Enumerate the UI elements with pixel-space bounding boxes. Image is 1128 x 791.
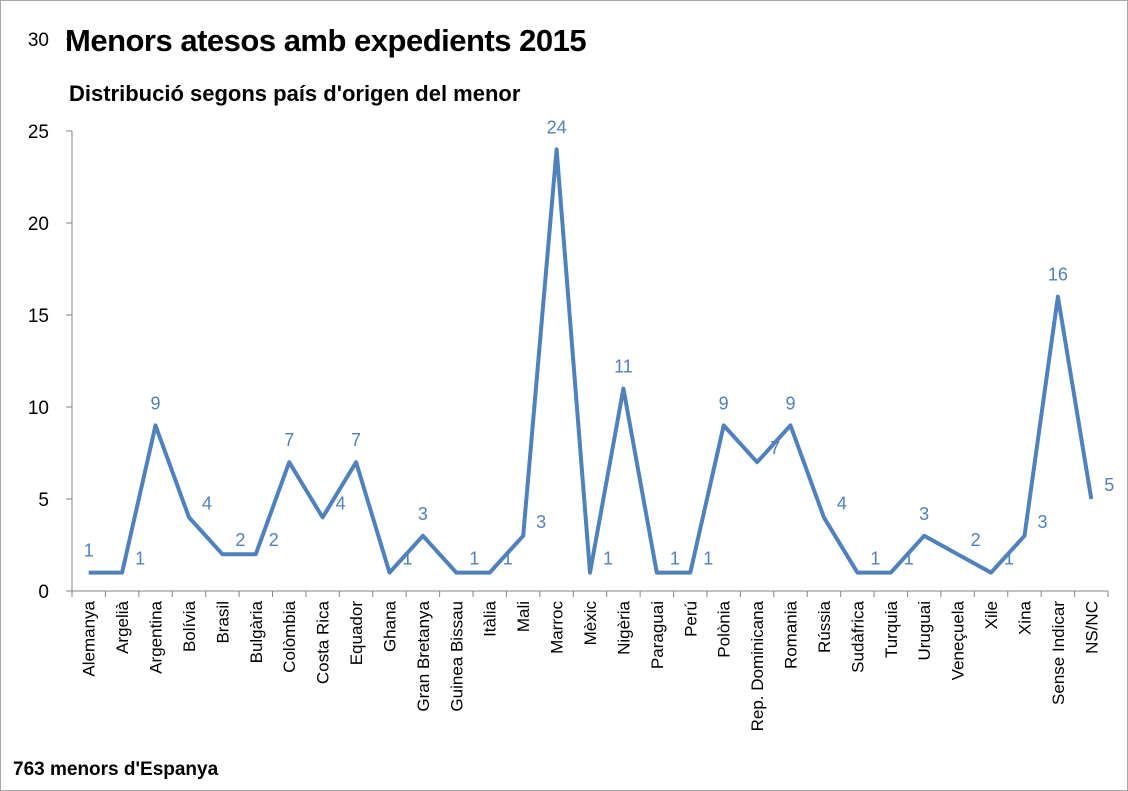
- data-label: 1: [135, 549, 145, 569]
- x-tick-label: Polònia: [715, 600, 734, 657]
- x-tick-label: Rep. Dominicana: [748, 600, 767, 731]
- y-tick-label: 0: [38, 582, 49, 603]
- data-label: 4: [202, 493, 212, 513]
- data-label: 11: [614, 357, 633, 377]
- data-label: 4: [837, 493, 847, 513]
- chart-subtitle: Distribució segons país d'origen del men…: [69, 81, 521, 106]
- x-tick-label: Marroc: [548, 601, 567, 654]
- data-label: 2: [235, 530, 245, 550]
- x-tick-label: Sense Indicar: [1049, 601, 1068, 705]
- data-label: 7: [770, 438, 780, 458]
- data-label: 7: [284, 430, 294, 450]
- x-tick-label: Xina: [1015, 600, 1034, 635]
- x-tick-label: Mèxic: [581, 601, 600, 646]
- data-label: 3: [418, 504, 428, 524]
- y-axis-ticks: 0 5 10 15 20 25 30: [28, 30, 72, 603]
- data-label: 1: [904, 549, 914, 569]
- x-tick-label: NS/NC: [1082, 601, 1101, 654]
- data-label: 1: [402, 549, 412, 569]
- x-tick-label: Argelià: [113, 600, 132, 653]
- data-label: 1: [469, 549, 479, 569]
- x-tick-label: Argentina: [147, 600, 166, 673]
- x-tick-label: Colòmbia: [280, 600, 299, 672]
- x-tick-label: Paraguai: [648, 601, 667, 669]
- x-tick-label: Brasil: [213, 601, 232, 644]
- data-label: 9: [151, 393, 161, 413]
- data-label: 9: [719, 393, 729, 413]
- x-tick-label: Perú: [681, 601, 700, 637]
- data-label: 1: [703, 549, 713, 569]
- x-tick-label: Ghana: [380, 600, 399, 652]
- data-label: 2: [269, 530, 279, 550]
- x-tick-label: Bulgària: [247, 600, 266, 663]
- x-axis-ticks: Alemanya Argelià Argentina Bolívia Brasil Bul…: [71, 591, 1109, 731]
- x-tick-label: Equador: [347, 601, 366, 666]
- x-tick-label: Sudàfrica: [848, 600, 867, 672]
- y-tick-label: 5: [38, 490, 49, 511]
- data-label: 4: [336, 493, 346, 513]
- data-label: 16: [1048, 265, 1068, 285]
- x-tick-label: Alemanya: [80, 600, 99, 676]
- x-tick-label: Itàlia: [481, 600, 500, 636]
- x-tick-label: Nigèria: [614, 600, 633, 654]
- x-tick-label: Xile: [982, 601, 1001, 629]
- data-label: 3: [1037, 512, 1047, 532]
- data-label: 24: [547, 117, 567, 137]
- chart-title: Menors atesos amb expedients 2015: [65, 23, 587, 58]
- y-tick-label: 20: [28, 214, 49, 235]
- data-label: 3: [919, 504, 929, 524]
- data-label: 7: [351, 430, 361, 450]
- data-label: 1: [870, 549, 880, 569]
- data-label: 1: [670, 549, 680, 569]
- data-label: 1: [1004, 549, 1014, 569]
- y-tick-label: 15: [28, 306, 49, 327]
- data-label: 1: [84, 541, 94, 561]
- x-tick-label: Veneçuela: [949, 600, 968, 680]
- x-tick-label: Rússia: [815, 600, 834, 653]
- y-tick-label: 30: [28, 30, 49, 51]
- x-tick-label: Turquia: [882, 600, 901, 658]
- data-label: 1: [603, 549, 613, 569]
- x-tick-label: Uruguai: [915, 601, 934, 661]
- x-tick-label: Guinea Bissau: [447, 601, 466, 712]
- x-tick-label: Mali: [514, 601, 533, 632]
- y-tick-label: 10: [28, 398, 49, 419]
- data-label: 1: [503, 549, 513, 569]
- x-tick-label: Bolívia: [180, 600, 199, 652]
- x-tick-label: Gran Bretanya: [414, 600, 433, 711]
- series-line: [88, 147, 1094, 575]
- data-label: 3: [536, 512, 546, 532]
- chart-footnote: 763 menors d'Espanya: [13, 759, 219, 780]
- x-tick-label: Romania: [782, 600, 801, 669]
- data-label: 9: [786, 393, 796, 413]
- y-tick-label: 25: [28, 122, 49, 143]
- data-label: 5: [1104, 475, 1114, 495]
- x-tick-label: Costa Rica: [314, 600, 333, 684]
- data-label: 2: [971, 530, 981, 550]
